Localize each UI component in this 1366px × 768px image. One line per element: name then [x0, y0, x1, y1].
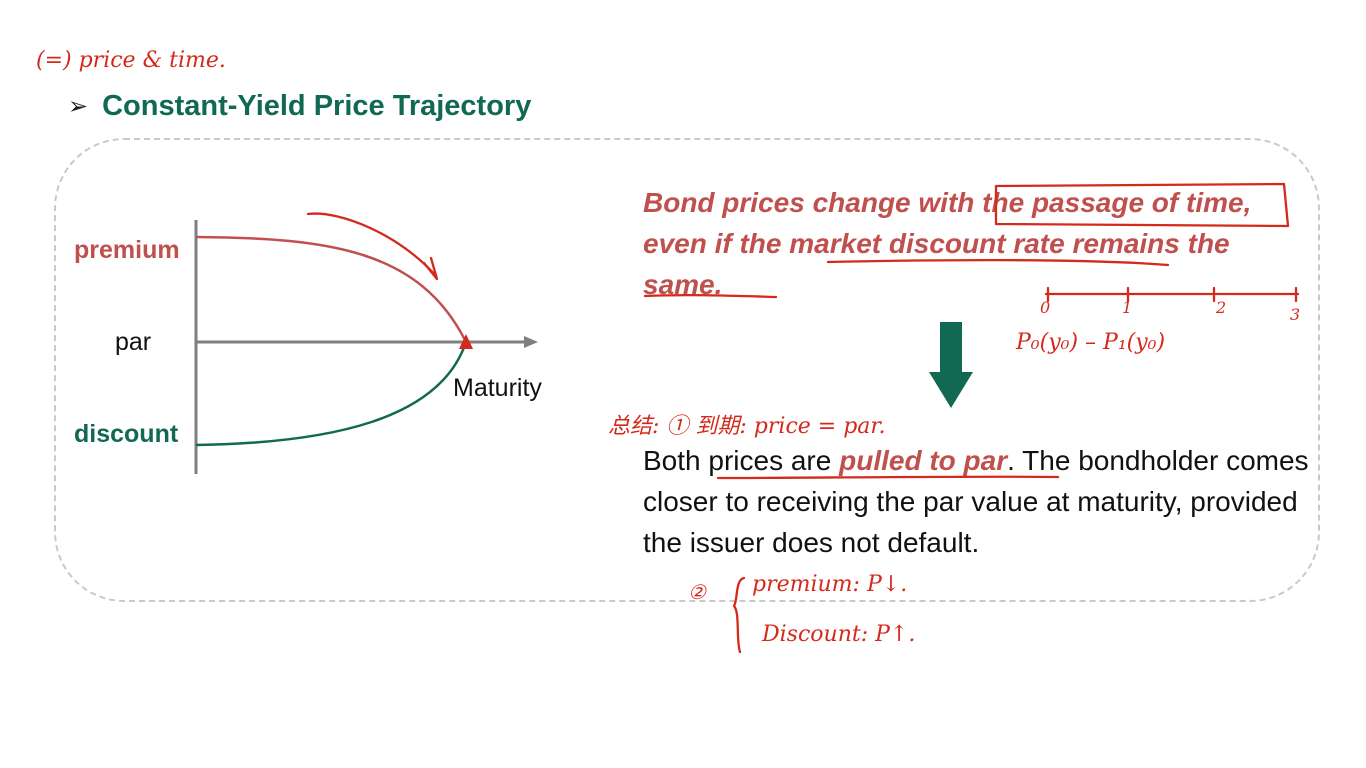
ink-note-price-time: (=) price & time. [36, 48, 226, 73]
statement-part1: Bond prices change with [643, 187, 983, 218]
ink-underline-same [643, 293, 778, 299]
discount-curve [195, 341, 468, 447]
slide-title-row: ➢ Constant-Yield Price Trajectory [68, 86, 531, 126]
down-arrow-icon [929, 322, 973, 408]
explanation-text: Both prices are pulled to par. The bondh… [643, 440, 1323, 563]
arrowhead-bullet-icon: ➢ [68, 92, 89, 120]
ink-note-2-marker: ② [688, 580, 706, 604]
ink-underline-prices [716, 475, 1060, 480]
x-axis-arrowhead-icon [524, 336, 538, 348]
maturity-label: Maturity [453, 374, 542, 402]
ink-arrowhead-icon [422, 256, 439, 281]
explanation-part1: Both prices are [643, 445, 840, 476]
ink-note-2-premium: premium: P↓. [752, 572, 908, 597]
ink-brace [732, 576, 746, 654]
statement-text: Bond prices change with the passage of t… [643, 182, 1303, 305]
ink-tick-label-1: 1 [1122, 298, 1133, 317]
ink-maturity-dot [459, 334, 473, 349]
slide-title: Constant-Yield Price Trajectory [102, 89, 532, 122]
par-label: par [115, 328, 152, 356]
statement-passage-of-time: the passage of time [982, 187, 1244, 218]
ink-tick-label-3: 3 [1290, 305, 1301, 324]
ink-note-2-discount: Discount: P↑. [762, 622, 916, 647]
ink-tick-label-2: 2 [1216, 298, 1227, 317]
ink-tick-label-0: 0 [1040, 298, 1051, 317]
ink-note-1: 总结: ① 到期: price = par. [608, 414, 886, 439]
ink-underline-market [826, 258, 1170, 267]
discount-label: discount [74, 420, 179, 448]
ink-box-passage-of-time [994, 182, 1290, 228]
explanation-part2: . The bondholder comes closer to receivi… [643, 445, 1309, 558]
ink-price-note: P₀(y₀) – P₁(y₀) [1016, 330, 1166, 355]
content-panel [54, 138, 1320, 602]
ink-arrow-stroke [306, 212, 438, 278]
premium-curve [195, 235, 468, 343]
premium-label: premium [74, 236, 180, 264]
pulled-to-par-text: pulled to par [839, 445, 1008, 476]
